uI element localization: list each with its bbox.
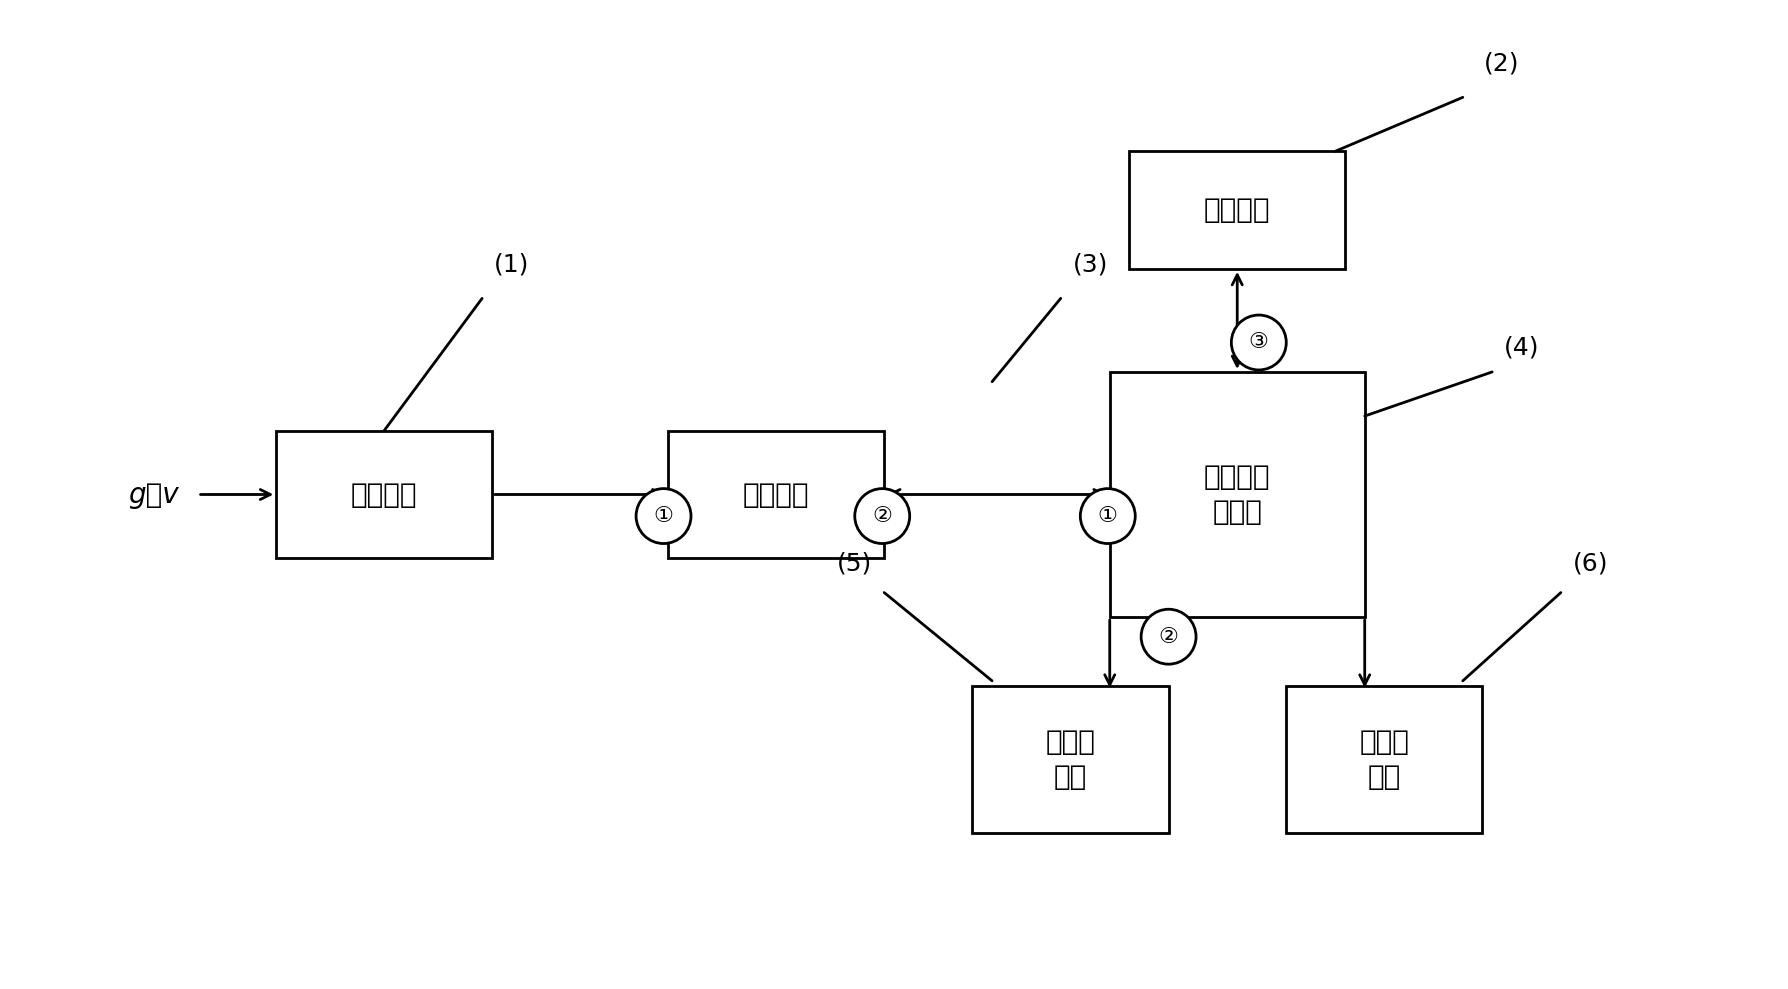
Text: 存储器控
制电路: 存储器控 制电路 bbox=[1203, 463, 1271, 526]
Circle shape bbox=[1232, 315, 1286, 370]
Text: g，v: g，v bbox=[129, 481, 179, 508]
Circle shape bbox=[637, 489, 690, 544]
Bar bbox=[973, 685, 1169, 833]
Text: (1): (1) bbox=[493, 252, 529, 276]
Circle shape bbox=[855, 489, 910, 544]
Text: ①: ① bbox=[1098, 506, 1118, 526]
Text: 主处理器: 主处理器 bbox=[1203, 196, 1271, 225]
Text: (3): (3) bbox=[1073, 252, 1109, 276]
Text: ①: ① bbox=[654, 506, 674, 526]
Circle shape bbox=[1080, 489, 1135, 544]
Bar bbox=[1286, 685, 1482, 833]
Bar bbox=[669, 431, 885, 558]
Bar bbox=[1130, 151, 1345, 269]
Text: ②: ② bbox=[1159, 627, 1178, 647]
Text: ③: ③ bbox=[1248, 332, 1269, 352]
Text: 接口电路: 接口电路 bbox=[350, 481, 417, 508]
Bar bbox=[1110, 372, 1364, 617]
Text: (6): (6) bbox=[1572, 551, 1607, 576]
Text: (4): (4) bbox=[1504, 335, 1539, 359]
Text: 协处理器: 协处理器 bbox=[744, 481, 810, 508]
Text: ②: ② bbox=[873, 506, 892, 526]
Text: 存储器
电路: 存储器 电路 bbox=[1046, 728, 1096, 790]
Text: (2): (2) bbox=[1484, 51, 1520, 75]
Text: 存储器
电路: 存储器 电路 bbox=[1359, 728, 1409, 790]
Circle shape bbox=[1141, 609, 1196, 665]
Bar bbox=[275, 431, 492, 558]
Text: (5): (5) bbox=[837, 551, 873, 576]
